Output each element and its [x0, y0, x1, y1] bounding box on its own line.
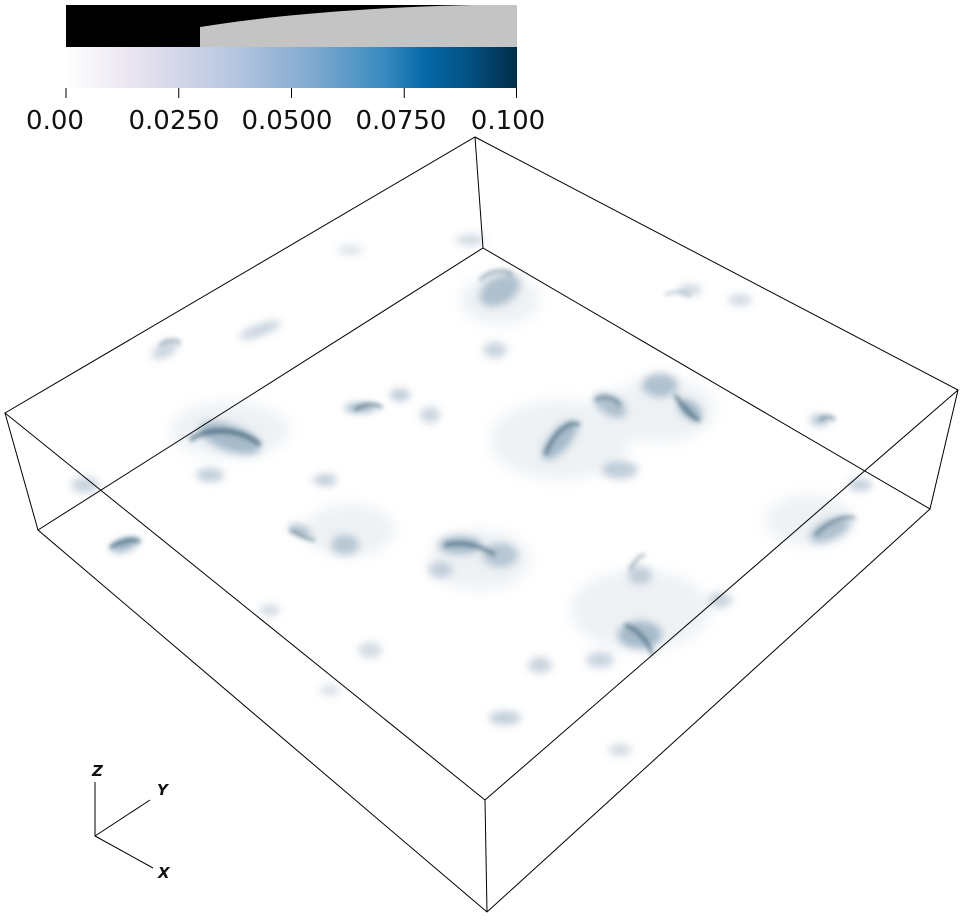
z-axis-label: Z [91, 762, 104, 780]
x-axis-label: X [157, 864, 171, 882]
volume-haze [170, 275, 855, 650]
colorbar-tick-label: 0.0250 [129, 106, 220, 136]
colorbar-tick-label: 0.100 [471, 106, 545, 136]
outline-top-face [4, 136, 959, 801]
colorbar-tick-label: 0.0500 [242, 106, 333, 136]
volume-rendering [71, 234, 872, 756]
colormap-bar [66, 47, 517, 88]
volume-blobs-sharp [108, 269, 856, 656]
y-axis-line [94, 799, 151, 837]
volume-outline [4, 136, 959, 913]
color-legend: 0.00 0.0250 0.0500 0.0750 0.100 [26, 5, 545, 136]
orientation-axes[interactable] [94, 782, 154, 869]
x-axis-line [94, 835, 154, 869]
colorbar-tick-label: 0.00 [26, 106, 84, 136]
colorbar-ticks [65, 88, 517, 98]
opacity-curve-fill [200, 5, 517, 47]
colorbar-tick-label: 0.0750 [356, 106, 447, 136]
y-axis-label: Y [157, 781, 170, 799]
